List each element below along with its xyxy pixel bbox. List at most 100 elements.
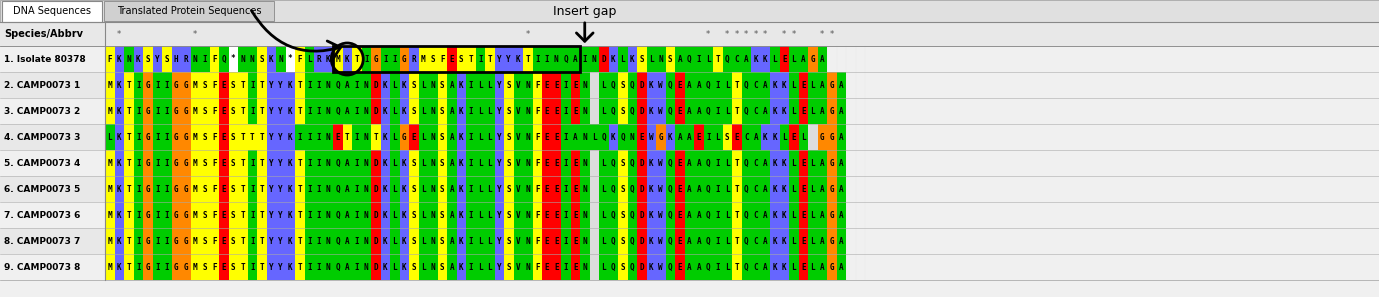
Text: A: A xyxy=(450,107,454,116)
Text: K: K xyxy=(772,132,776,141)
Bar xyxy=(703,228,713,254)
Text: L: L xyxy=(308,55,312,64)
Text: Y: Y xyxy=(269,236,273,246)
Text: T: T xyxy=(240,184,245,194)
Text: G: G xyxy=(174,211,178,219)
Bar xyxy=(124,124,134,150)
Bar xyxy=(324,98,332,124)
Bar xyxy=(647,46,656,72)
Bar xyxy=(789,46,798,72)
Bar xyxy=(134,124,143,150)
Bar xyxy=(713,176,723,202)
Bar xyxy=(210,176,219,202)
Bar xyxy=(400,254,410,280)
Bar xyxy=(789,98,798,124)
Bar xyxy=(561,150,571,176)
Bar xyxy=(239,202,247,228)
Text: G: G xyxy=(829,236,834,246)
Bar xyxy=(713,202,723,228)
Bar xyxy=(171,46,181,72)
Bar xyxy=(427,176,437,202)
Text: T: T xyxy=(127,263,131,271)
Text: N: N xyxy=(582,236,587,246)
Bar xyxy=(371,254,381,280)
Text: L: L xyxy=(479,80,483,89)
Text: N: N xyxy=(525,211,530,219)
Bar xyxy=(134,98,143,124)
Text: N: N xyxy=(193,55,197,64)
Bar xyxy=(742,124,752,150)
Bar xyxy=(694,150,703,176)
Text: R: R xyxy=(316,55,321,64)
Text: N: N xyxy=(582,159,587,168)
Text: K: K xyxy=(345,55,349,64)
Bar xyxy=(153,228,161,254)
Text: S: S xyxy=(440,107,444,116)
Text: T: T xyxy=(240,80,245,89)
Bar xyxy=(0,254,105,280)
Text: 1. Isolate 80378: 1. Isolate 80378 xyxy=(4,55,85,64)
Bar xyxy=(276,72,285,98)
Bar xyxy=(485,150,495,176)
Text: A: A xyxy=(838,263,844,271)
Bar xyxy=(485,46,495,72)
Bar xyxy=(247,176,256,202)
Bar xyxy=(608,150,618,176)
Text: N: N xyxy=(525,184,530,194)
Bar xyxy=(143,72,153,98)
Text: M: M xyxy=(108,80,112,89)
Text: N: N xyxy=(430,159,434,168)
Text: T: T xyxy=(127,132,131,141)
Bar xyxy=(723,72,732,98)
Text: S: S xyxy=(203,211,207,219)
Text: K: K xyxy=(782,263,786,271)
Bar xyxy=(381,72,390,98)
Text: F: F xyxy=(535,132,539,141)
Bar xyxy=(381,150,390,176)
Text: T: T xyxy=(127,184,131,194)
Bar xyxy=(247,46,256,72)
Bar xyxy=(229,176,239,202)
Bar xyxy=(732,150,742,176)
Bar xyxy=(485,72,495,98)
Bar xyxy=(523,98,532,124)
Text: E: E xyxy=(545,211,549,219)
Bar xyxy=(324,46,332,72)
Bar xyxy=(437,254,447,280)
Text: Y: Y xyxy=(269,107,273,116)
Text: T: T xyxy=(374,132,378,141)
Text: K: K xyxy=(117,107,121,116)
Text: I: I xyxy=(250,159,255,168)
Text: S: S xyxy=(411,184,416,194)
Bar xyxy=(332,46,581,72)
Bar xyxy=(114,254,124,280)
Bar xyxy=(684,124,694,150)
Text: V: V xyxy=(516,107,520,116)
Bar xyxy=(656,254,666,280)
Bar xyxy=(674,228,684,254)
Text: L: L xyxy=(487,159,492,168)
Text: Y: Y xyxy=(269,80,273,89)
Bar xyxy=(381,202,390,228)
Text: K: K xyxy=(269,55,273,64)
Text: K: K xyxy=(650,184,654,194)
Text: M: M xyxy=(193,184,197,194)
Bar xyxy=(581,46,589,72)
Text: E: E xyxy=(677,107,683,116)
Text: S: S xyxy=(440,211,444,219)
Bar xyxy=(827,124,837,150)
Bar xyxy=(485,98,495,124)
Bar xyxy=(400,46,410,72)
Bar xyxy=(760,202,769,228)
Text: A: A xyxy=(743,55,749,64)
Bar xyxy=(381,254,390,280)
Bar xyxy=(684,46,694,72)
Text: G: G xyxy=(829,132,834,141)
Text: N: N xyxy=(430,236,434,246)
Bar xyxy=(769,254,779,280)
Text: I: I xyxy=(203,55,207,64)
Bar xyxy=(276,254,285,280)
Text: T: T xyxy=(127,211,131,219)
Text: E: E xyxy=(572,263,578,271)
Bar xyxy=(713,46,723,72)
